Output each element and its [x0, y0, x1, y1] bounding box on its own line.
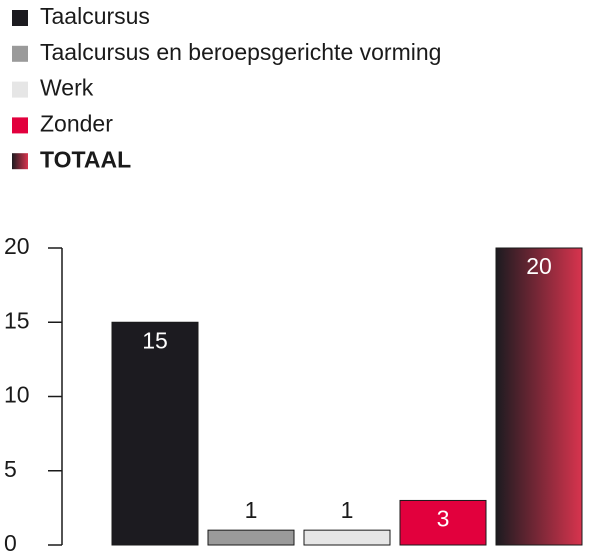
y-tick-label: 20 [4, 233, 30, 259]
bar [111, 321, 199, 546]
y-tick-label: 0 [4, 530, 17, 556]
bar [399, 499, 487, 546]
y-tick-label: 10 [4, 382, 30, 408]
legend-label: Zonder [40, 110, 113, 136]
legend-swatch [12, 117, 28, 134]
legend-label: TOTAAL [40, 146, 131, 172]
legend-label: Taalcursus en beroepsgerichte vorming [40, 39, 441, 65]
value-label: 1 [245, 497, 258, 523]
legend-label: Taalcursus [40, 3, 150, 29]
value-label: 1 [341, 497, 354, 523]
bar [303, 529, 391, 546]
bar [207, 529, 295, 546]
legend-swatch [12, 45, 28, 62]
bar [495, 247, 583, 546]
value-label: 3 [437, 506, 450, 532]
legend-label: Werk [40, 75, 94, 101]
y-tick-label: 15 [4, 307, 30, 333]
legend-swatch [12, 10, 28, 26]
legend-swatch [12, 153, 28, 170]
legend-swatch [12, 81, 28, 98]
value-label: 20 [526, 253, 552, 279]
y-tick-label: 5 [4, 456, 17, 482]
value-label: 15 [142, 327, 168, 353]
